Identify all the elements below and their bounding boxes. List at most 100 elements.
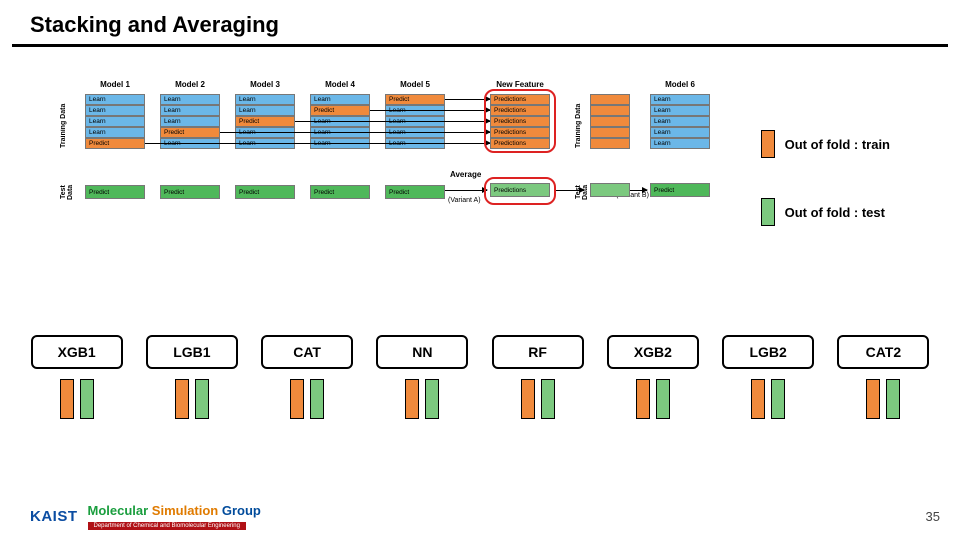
- model-box: NN: [376, 335, 468, 369]
- variant-a-label: (Variant A): [448, 197, 481, 204]
- model-box: RF: [492, 335, 584, 369]
- learn-cell: Learn: [160, 105, 220, 116]
- model6-train-stack: LearnLearnLearnLearnLearn: [650, 94, 710, 149]
- bar-pair: [405, 379, 439, 419]
- learn-cell: Learn: [85, 116, 145, 127]
- red-ring-test: [484, 177, 556, 205]
- learn-cell: Learn: [235, 94, 295, 105]
- bar-pair: [175, 379, 209, 419]
- train-bar: [521, 379, 535, 419]
- predict-cell: Predict: [650, 183, 710, 197]
- test-stack: Predict: [310, 185, 370, 199]
- test-bar: [656, 379, 670, 419]
- model-box: LGB1: [146, 335, 238, 369]
- learn-cell: Learn: [85, 94, 145, 105]
- arrow-icon: [370, 110, 490, 111]
- test-bar: [886, 379, 900, 419]
- arrow-icon: [220, 132, 490, 133]
- legend-chip-test: [761, 198, 775, 226]
- dept-label: Department of Chemical and Biomolecular …: [88, 522, 246, 530]
- arrow-icon: [145, 143, 490, 144]
- test-bar: [310, 379, 324, 419]
- footer-left: KAIST Molecular Simulation Group Departm…: [30, 503, 261, 530]
- model-header: Model 2: [160, 80, 220, 89]
- models-row: XGB1 LGB1 CAT NN RF XGB2 LGB2 CAT2: [30, 335, 930, 419]
- training-data-label-2: Training Data: [575, 98, 582, 153]
- model-header: Model 1: [85, 80, 145, 89]
- model-header: Model 6: [650, 80, 710, 89]
- predict-cell: Predict: [310, 105, 370, 116]
- learn-cell: Learn: [650, 127, 710, 138]
- model-box: CAT2: [837, 335, 929, 369]
- learn-cell: Learn: [650, 94, 710, 105]
- page-number: 35: [926, 509, 940, 524]
- learn-cell: Learn: [650, 116, 710, 127]
- bar-pair: [751, 379, 785, 419]
- learn-cell: Learn: [85, 127, 145, 138]
- model-header: Model 5: [385, 80, 445, 89]
- train-bar: [636, 379, 650, 419]
- orange-cell: [590, 116, 630, 127]
- train-bar: [751, 379, 765, 419]
- group-name: Molecular Simulation Group Department of…: [88, 503, 261, 530]
- predict-cell: Predict: [160, 185, 220, 199]
- predict-cell: Predict: [385, 185, 445, 199]
- test-bar: [80, 379, 94, 419]
- test-bar: [195, 379, 209, 419]
- test-stack: Predict: [160, 185, 220, 199]
- test-bar: [541, 379, 555, 419]
- learn-cell: Learn: [650, 105, 710, 116]
- train-stack: LearnLearnLearnLearnPredict: [85, 94, 145, 149]
- model-unit: NN: [376, 335, 469, 419]
- train-stack: LearnLearnPredictLearnLearn: [235, 94, 295, 149]
- orange-cell: [590, 127, 630, 138]
- kaist-logo: KAIST: [30, 508, 78, 525]
- model-unit: LGB1: [145, 335, 238, 419]
- learn-cell: Learn: [160, 116, 220, 127]
- test-stack: Predict: [235, 185, 295, 199]
- model-unit: CAT: [261, 335, 354, 419]
- test-stack: Predict: [85, 185, 145, 199]
- learn-cell: Learn: [235, 105, 295, 116]
- model-unit: XGB1: [30, 335, 123, 419]
- orange-stack-copy: [590, 94, 630, 149]
- legend-train-label: Out of fold : train: [785, 137, 890, 152]
- predict-cell: Predict: [385, 94, 445, 105]
- model-box: XGB1: [31, 335, 123, 369]
- new-feature-header: New Feature: [490, 80, 550, 89]
- legend-test-label: Out of fold : test: [785, 205, 885, 220]
- predict-cell: Predict: [235, 185, 295, 199]
- learn-cell: Learn: [650, 138, 710, 149]
- legend-chip-train: [761, 130, 775, 158]
- model-header: Model 3: [235, 80, 295, 89]
- predict-cell: Predict: [235, 116, 295, 127]
- arrow-icon: [554, 190, 584, 191]
- learn-cell: Learn: [85, 105, 145, 116]
- train-bar: [60, 379, 74, 419]
- test-bar: [425, 379, 439, 419]
- train-bar: [866, 379, 880, 419]
- learn-cell: Learn: [310, 94, 370, 105]
- orange-cell: [590, 138, 630, 149]
- model-box: CAT: [261, 335, 353, 369]
- train-stack: LearnLearnLearnPredictLearn: [160, 94, 220, 149]
- page-title: Stacking and Averaging: [12, 0, 948, 47]
- legend-train: Out of fold : train: [761, 130, 890, 158]
- red-ring-train: [484, 89, 556, 153]
- orange-cell: [590, 105, 630, 116]
- predict-cell: Predict: [85, 185, 145, 199]
- stacking-diagram: Training Data Test Data Model 1 Model 2 …: [30, 80, 740, 240]
- test-copy: [590, 183, 630, 197]
- train-bar: [405, 379, 419, 419]
- arrow-icon: [445, 190, 487, 191]
- predict-cell: Predict: [310, 185, 370, 199]
- model-box: XGB2: [607, 335, 699, 369]
- test-copy-cell: [590, 183, 630, 197]
- train-bar: [175, 379, 189, 419]
- model-box: LGB2: [722, 335, 814, 369]
- predict-cell: Predict: [85, 138, 145, 149]
- model-unit: LGB2: [722, 335, 815, 419]
- legend-test: Out of fold : test: [761, 198, 890, 226]
- predict-cell: Predict: [160, 127, 220, 138]
- learn-cell: Learn: [160, 94, 220, 105]
